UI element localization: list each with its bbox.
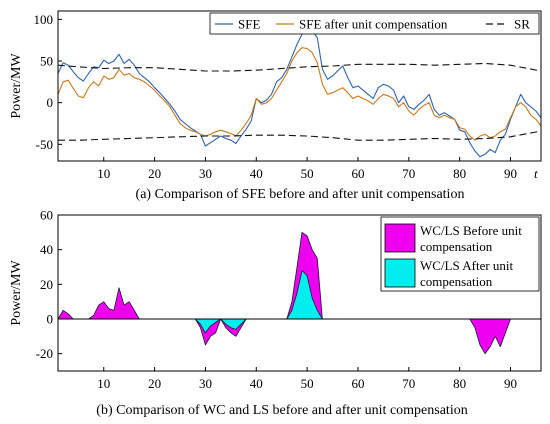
legend-label-0: SFE [238, 17, 260, 32]
panel-a-ytick-label: 100 [34, 12, 54, 27]
panel-a-xtick-label: 60 [351, 166, 364, 181]
series-line-2-lower [58, 130, 542, 141]
panel-a-xtick-label: 10 [97, 166, 110, 181]
panel-a: 10 20 30 40 50 60 70 80 90 100 50 0 -50 Power/MW t (… [9, 10, 542, 202]
panel-b-xtick-label: 40 [250, 376, 263, 391]
panel-a-xtick-label: 70 [402, 166, 415, 181]
panel-b-ticks: 10 20 30 40 50 60 70 80 90 60 40 20 0 -20 [36, 208, 517, 392]
panel-b-ytick-label: 40 [40, 242, 53, 257]
panel-a-series [57, 28, 542, 158]
panel-b-frame [57, 214, 542, 372]
panel-a-xtick-label: 90 [504, 166, 517, 181]
panel-a-ytick-label: 0 [47, 95, 54, 110]
panel-b-xtick-label: 70 [402, 376, 415, 391]
panel-b-xtick-label: 30 [199, 376, 212, 391]
panel-a-legend: SFE SFE after unit compensation SR [209, 12, 540, 35]
panel-b-xtick-label: 80 [453, 376, 466, 391]
panel-a-ylabel: Power/MW [9, 53, 24, 119]
panel-a-ytick-label: -50 [36, 137, 53, 152]
panel-b-ytick-label: 60 [40, 208, 53, 223]
panel-b-xtick-label: 20 [148, 376, 161, 391]
panel-b-xtick-label: 90 [504, 376, 517, 391]
panel-b-ytick-label: -20 [36, 346, 53, 361]
panel-b-series [57, 231, 542, 355]
panel-b-xtick-label: 50 [301, 376, 314, 391]
series-line-0 [57, 28, 542, 158]
legend-label-2: SR [514, 17, 530, 32]
legend-swatch-0 [384, 223, 416, 253]
legend-label-1-line-1: compensation [420, 274, 493, 289]
panel-a-xtick-label: 30 [199, 166, 212, 181]
legend-swatch-1 [384, 258, 416, 288]
panel-a-frame [57, 10, 542, 162]
panel-a-caption: (a) Comparison of SFE before and after u… [136, 187, 465, 202]
panel-a-xtick-label: 80 [453, 166, 466, 181]
legend-label-0-line-0: WC/LS Before unit [420, 223, 522, 238]
legend-label-1: SFE after unit compensation [299, 17, 448, 32]
legend-box [209, 12, 540, 35]
panel-b-ytick-label: 0 [47, 312, 54, 327]
panel-a-ticks: 10 20 30 40 50 60 70 80 90 100 50 0 -50 [34, 12, 517, 181]
series-line-2 [57, 62, 542, 72]
panel-b-caption: (b) Comparison of WC and LS before and a… [96, 403, 467, 418]
panel-a-ytick-label: 50 [40, 54, 53, 69]
panel-b: 10 20 30 40 50 60 70 80 90 60 40 20 0 -20 Power/MW (b… [9, 208, 542, 418]
panel-b-xtick-label: 60 [351, 376, 364, 391]
panel-b-ylabel: Power/MW [9, 260, 24, 326]
legend-label-1-line-0: WC/LS After unit [420, 258, 514, 273]
panel-a-xtick-label: 20 [148, 166, 161, 181]
panel-a-xtick-label: 50 [301, 166, 314, 181]
panel-b-ytick-label: 20 [40, 277, 53, 292]
panel-a-xlabel: t [534, 166, 538, 181]
legend-label-0-line-1: compensation [420, 239, 493, 254]
series-line-1 [57, 47, 542, 141]
panel-b-xtick-label: 10 [97, 376, 110, 391]
panel-a-xtick-label: 40 [250, 166, 263, 181]
